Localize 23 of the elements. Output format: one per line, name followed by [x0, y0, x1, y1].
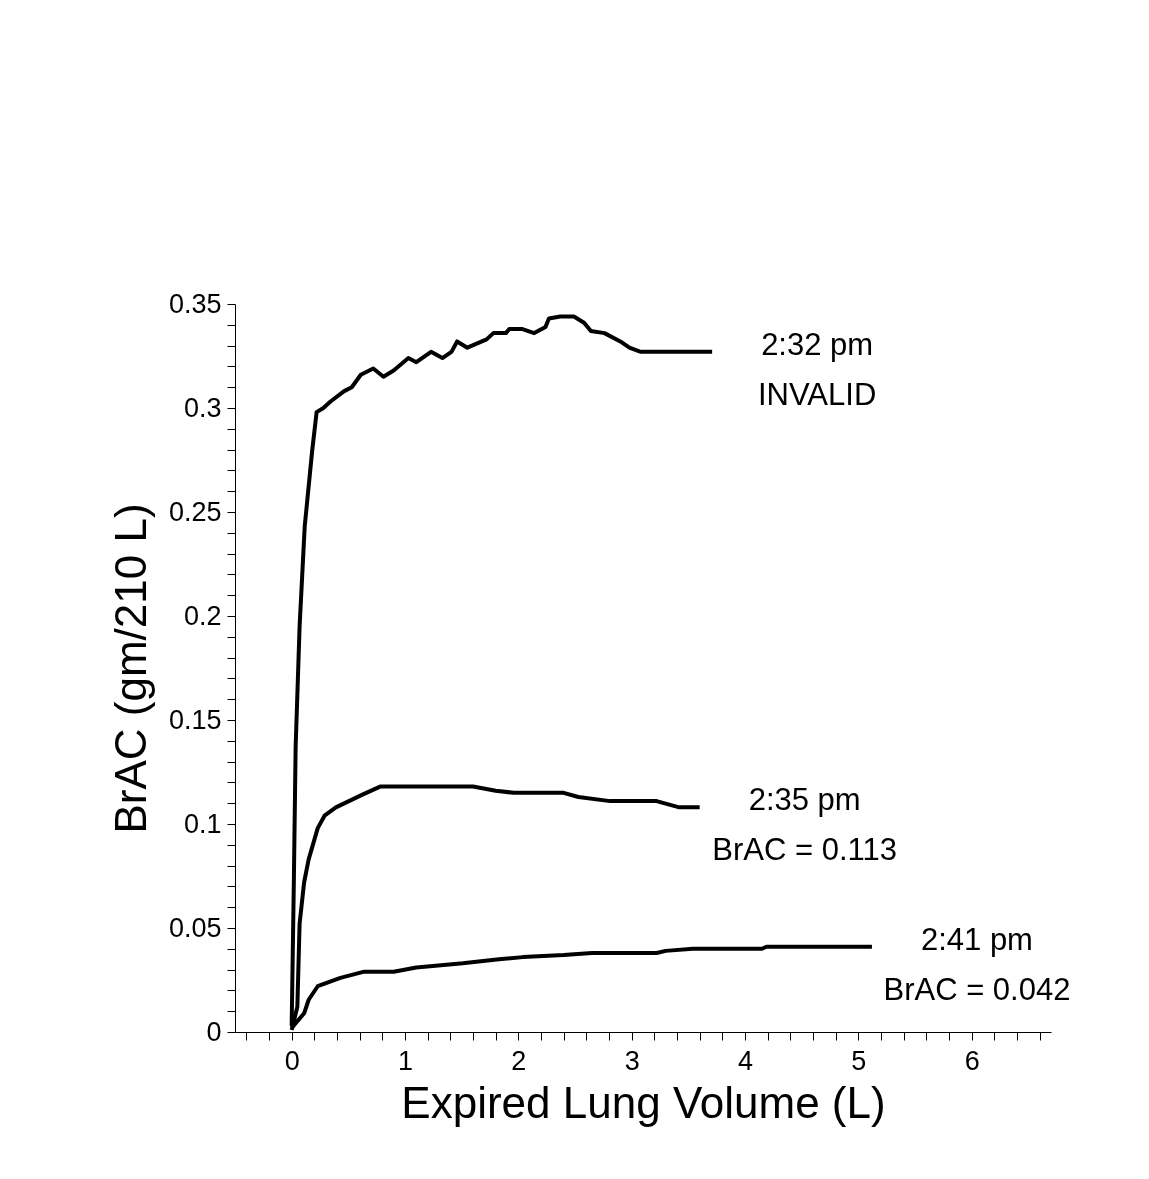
y-axis-title: BrAC (gm/210 L): [105, 503, 155, 834]
x-tick-label: 6: [964, 1045, 980, 1076]
series-label: 2:41 pm: [920, 921, 1033, 957]
x-tick-label: 1: [397, 1045, 414, 1076]
y-tick-label: 0.1: [183, 808, 222, 839]
y-tick-label: 0.25: [168, 496, 222, 527]
x-tick-label: 0: [284, 1045, 300, 1076]
series-label: 2:35 pm: [748, 782, 861, 818]
y-tick-label: 0: [206, 1016, 222, 1047]
x-tick-label: 3: [624, 1045, 640, 1076]
y-tick-label: 0.3: [183, 392, 222, 423]
y-tick-label: 0.2: [183, 600, 222, 631]
x-tick-label: 4: [737, 1045, 754, 1076]
annotation: BrAC = 0.042: [883, 971, 1071, 1007]
annotation: INVALID: [757, 376, 877, 412]
y-tick-label: 0.35: [168, 288, 222, 319]
x-tick-label: 5: [851, 1045, 867, 1076]
y-tick-label: 0.15: [168, 704, 222, 735]
x-tick-label: 2: [511, 1045, 527, 1076]
series-label: 2:32 pm: [761, 326, 874, 362]
y-tick-label: 0.05: [168, 912, 222, 943]
annotation: BrAC = 0.113: [712, 832, 897, 868]
x-axis-title: Expired Lung Volume (L): [401, 1077, 886, 1127]
